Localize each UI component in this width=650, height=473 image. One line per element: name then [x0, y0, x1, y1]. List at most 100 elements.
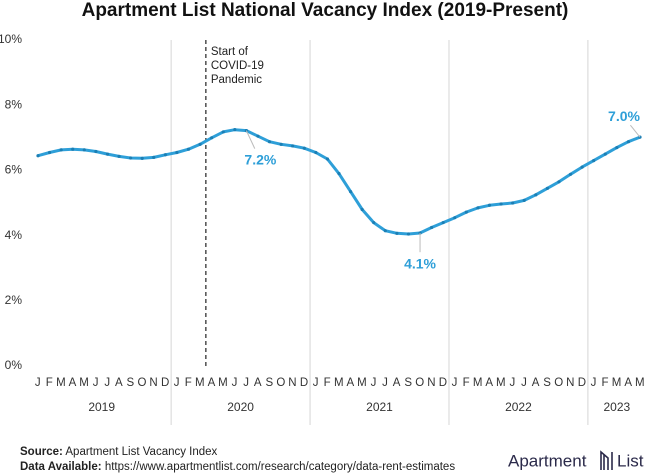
- source-label: Source:: [20, 446, 63, 458]
- x-tick-label: J: [232, 377, 238, 389]
- x-tick-label: S: [543, 377, 551, 389]
- x-tick-label: S: [265, 377, 273, 389]
- y-tick-label: 4%: [5, 228, 23, 242]
- point: [221, 130, 225, 134]
- point: [615, 145, 619, 150]
- x-tick-label: M: [357, 377, 367, 389]
- x-tick-label: F: [602, 377, 610, 389]
- y-tick-label: 10%: [0, 32, 22, 46]
- year-label: 2021: [366, 400, 393, 414]
- point: [152, 155, 156, 159]
- x-tick-label: F: [324, 377, 332, 389]
- point: [210, 136, 214, 140]
- point: [71, 147, 75, 151]
- point: [279, 142, 283, 146]
- x-tick-label: A: [485, 377, 493, 389]
- year-label: 2023: [603, 400, 630, 414]
- x-tick-label: A: [254, 377, 262, 389]
- point: [534, 193, 538, 197]
- point: [175, 150, 179, 155]
- point: [383, 229, 387, 233]
- x-tick-label: O: [554, 377, 563, 389]
- point: [487, 203, 492, 207]
- point: [36, 154, 40, 158]
- x-tick-label: D: [161, 377, 170, 389]
- point: [117, 154, 121, 158]
- line: [37, 128, 641, 236]
- point: [291, 144, 295, 148]
- x-tick-label: S: [404, 377, 412, 389]
- year-label: 2020: [227, 400, 254, 414]
- x-tick-label: M: [473, 377, 483, 389]
- x-tick-label: J: [371, 377, 377, 389]
- x-tick-label: J: [313, 377, 319, 389]
- point: [522, 198, 526, 202]
- point: [233, 128, 237, 132]
- point: [406, 232, 411, 236]
- x-tick-label: D: [439, 377, 448, 389]
- x-tick-label: N: [149, 377, 158, 389]
- label-leader: [245, 130, 256, 149]
- x-tick-label: M: [218, 377, 228, 389]
- x-tick-label: O: [415, 377, 424, 389]
- year-label: 2019: [88, 400, 115, 414]
- point: [395, 231, 399, 235]
- point: [256, 134, 260, 138]
- point: [59, 148, 63, 152]
- x-tick-label: A: [208, 377, 216, 389]
- x-tick-label: O: [276, 377, 285, 389]
- y-tick-label: 2%: [5, 293, 23, 307]
- point: [302, 146, 306, 150]
- x-tick-label: O: [137, 377, 146, 389]
- annotation-text: Start of: [211, 46, 249, 58]
- point: [372, 220, 376, 225]
- point: [568, 172, 573, 176]
- chart-title: Apartment List National Vacancy Index (2…: [82, 0, 569, 21]
- x-tick-label: S: [127, 377, 135, 389]
- point: [603, 152, 607, 156]
- point: [105, 152, 110, 156]
- x-tick-label: M: [612, 377, 622, 389]
- logo-left: Apartment: [508, 451, 587, 470]
- point: [511, 201, 515, 205]
- source-text: Apartment List Vacancy Index: [65, 446, 217, 458]
- point: [314, 150, 318, 155]
- point: [47, 150, 52, 155]
- point: [430, 225, 434, 230]
- x-tick-label: A: [532, 377, 540, 389]
- point: [140, 156, 144, 160]
- point: [453, 216, 457, 220]
- x-tick-label: A: [346, 377, 354, 389]
- value-label: 7.0%: [608, 108, 640, 124]
- point: [337, 172, 341, 176]
- y-tick-label: 6%: [5, 163, 23, 177]
- x-tick-label: J: [104, 377, 110, 389]
- x-tick-label: M: [334, 377, 344, 389]
- point: [82, 148, 86, 152]
- data-available: Data Available: https://www.apartmentlis…: [20, 461, 455, 473]
- point: [626, 140, 631, 144]
- x-tick-label: J: [35, 377, 41, 389]
- x-tick-label: N: [427, 377, 436, 389]
- label-leader: [630, 124, 641, 138]
- x-tick-label: N: [288, 377, 297, 389]
- point: [198, 142, 202, 146]
- point: [325, 157, 330, 161]
- point: [186, 147, 191, 151]
- x-tick-label: A: [115, 377, 123, 389]
- value-label: 4.1%: [404, 256, 436, 272]
- x-tick-label: F: [185, 377, 193, 389]
- x-tick-label: J: [93, 377, 99, 389]
- x-tick-label: J: [591, 377, 597, 389]
- point: [545, 186, 549, 190]
- point: [499, 202, 503, 206]
- x-tick-label: F: [46, 377, 54, 389]
- x-tick-label: J: [174, 377, 180, 389]
- x-tick-label: A: [393, 377, 401, 389]
- point: [580, 165, 584, 169]
- year-label: 2022: [505, 400, 532, 414]
- data-url: https://www.apartmentlist.com/research/c…: [105, 461, 456, 473]
- x-tick-label: A: [69, 377, 77, 389]
- x-tick-label: M: [79, 377, 89, 389]
